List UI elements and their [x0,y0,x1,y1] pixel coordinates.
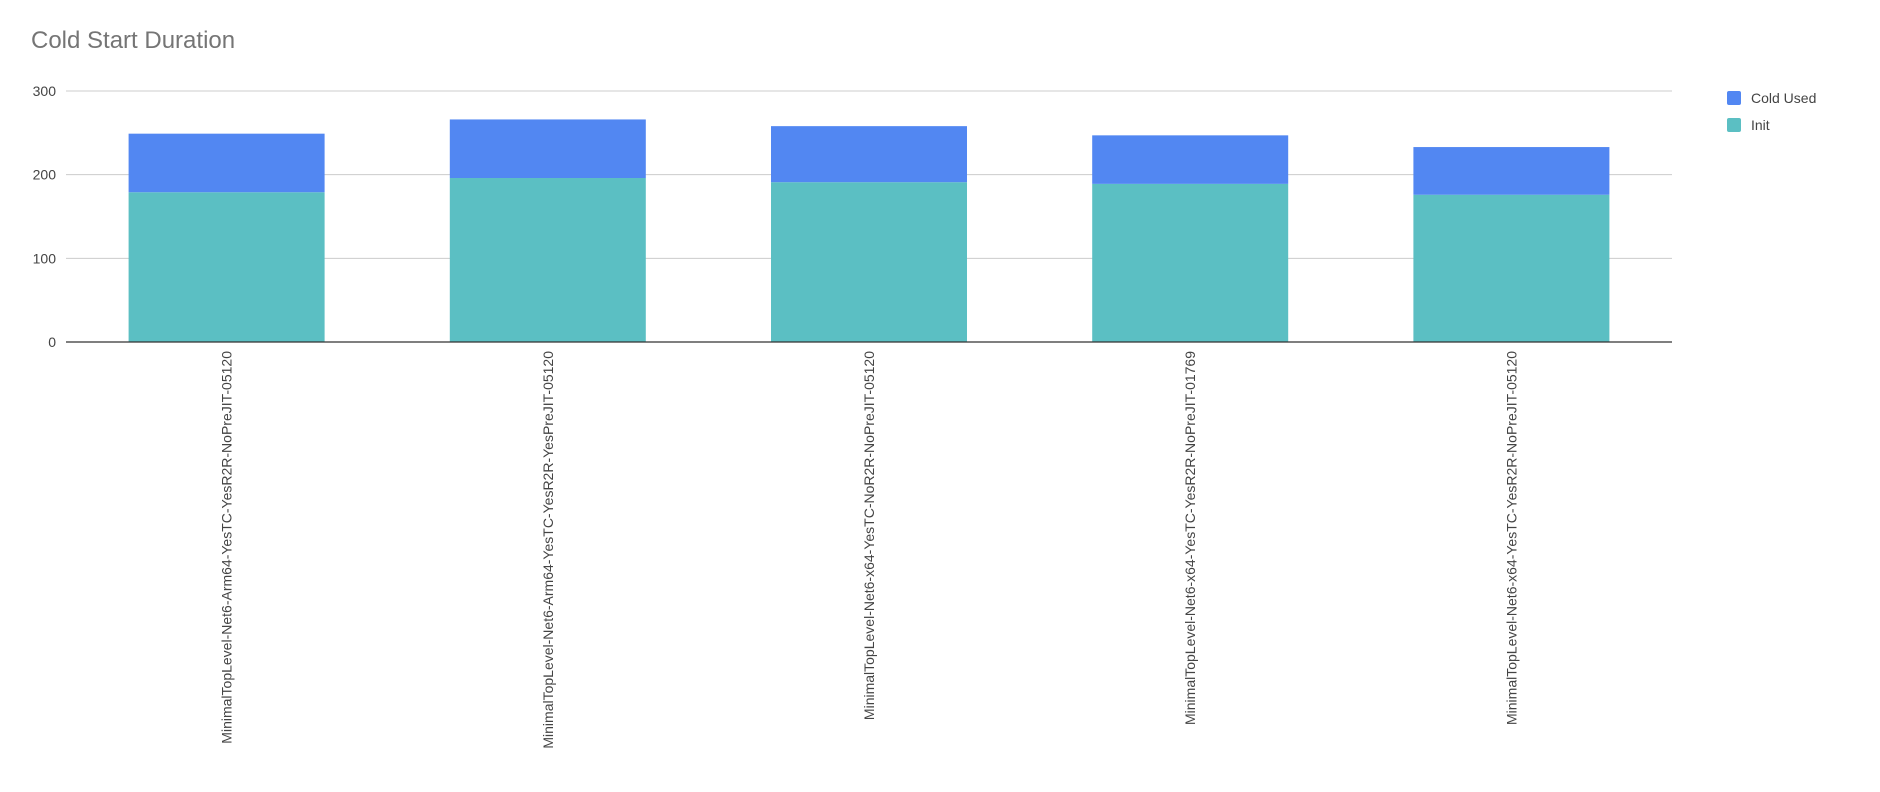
bar-cold-used [1413,147,1610,195]
y-tick-label: 300 [33,83,57,99]
bar-init [1413,194,1610,342]
legend-swatch [1727,118,1741,132]
x-tick-label: MinimalTopLevel-Net6-x64-YesTC-YesR2R-No… [1503,351,1519,725]
bar-cold-used [449,119,646,179]
bar-init [1092,183,1289,342]
bar-cold-used [1092,135,1289,184]
bar-cold-used [771,126,967,183]
bar-init [449,178,646,342]
bar-init [771,182,967,342]
chart-title: Cold Start Duration [31,27,236,54]
legend-label: Init [1751,117,1770,133]
legend-label: Cold Used [1751,90,1816,106]
x-tick-label: MinimalTopLevel-Net6-x64-YesTC-NoR2R-NoP… [861,351,877,720]
y-tick-label: 0 [48,334,56,350]
x-tick-label: MinimalTopLevel-Net6-x64-YesTC-YesR2R-No… [1182,351,1198,725]
bar-cold-used [128,133,325,193]
bars-layer [128,119,1610,342]
x-tick-label: MinimalTopLevel-Net6-Arm64-YesTC-YesR2R-… [219,351,235,744]
y-tick-label: 100 [33,250,57,266]
x-tick-labels: MinimalTopLevel-Net6-Arm64-YesTC-YesR2R-… [219,351,1520,749]
bar-init [128,192,325,342]
y-tick-labels: 0 100 200 300 [33,83,57,350]
x-tick-label: MinimalTopLevel-Net6-Arm64-YesTC-YesR2R-… [540,351,556,749]
legend-swatch [1727,91,1741,105]
y-tick-label: 200 [33,167,57,183]
legend: Cold Used Init [1727,90,1816,133]
